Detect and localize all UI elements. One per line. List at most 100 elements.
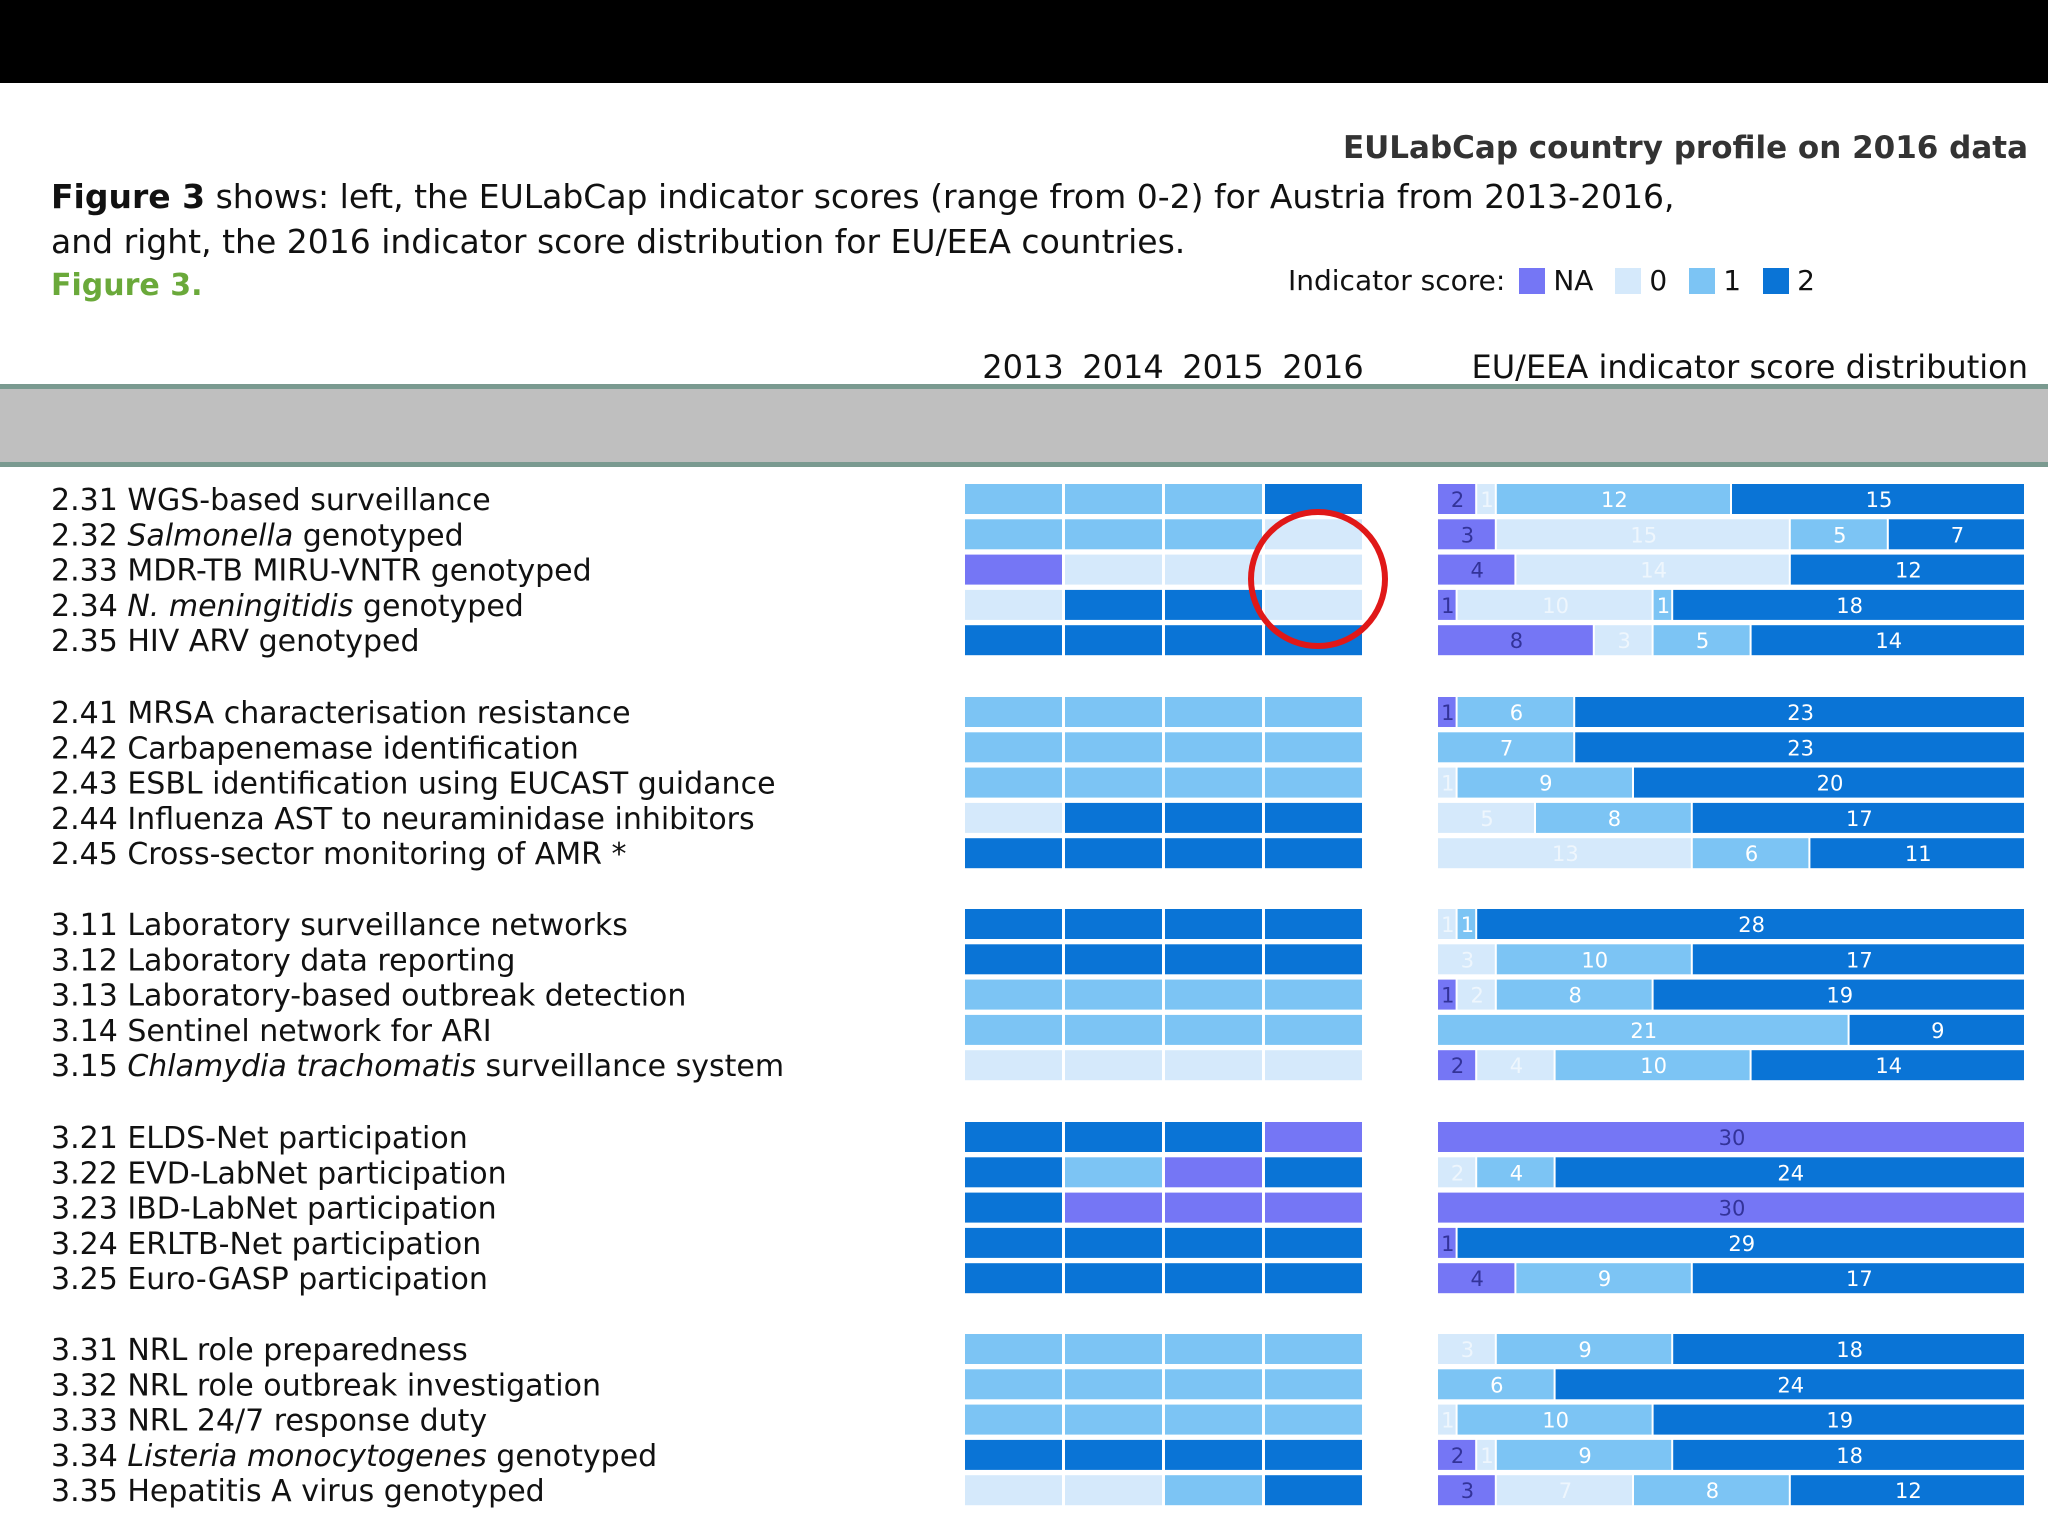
row-label-part: genotyped (487, 1439, 657, 1474)
dist-segment-label: 9 (1598, 1267, 1611, 1291)
dist-segment-label: 1 (1480, 488, 1493, 512)
dist-segment-label: 10 (1640, 1054, 1667, 1078)
dist-segment (1438, 1369, 1554, 1400)
dist-segment (1732, 484, 2024, 514)
score-cell (1065, 909, 1162, 939)
dist-segment-label: 8 (1510, 629, 1523, 653)
score-cell (965, 1404, 1062, 1435)
dist-segment-label: 1 (1657, 594, 1670, 618)
score-cell (1165, 1334, 1262, 1364)
dist-segment (1653, 1404, 2024, 1435)
score-cell (1165, 732, 1262, 763)
score-cell (1165, 1404, 1262, 1435)
score-cell (1165, 1475, 1262, 1506)
score-cell (1165, 1192, 1262, 1223)
score-cell (965, 625, 1062, 656)
dist-segment-label: 29 (1728, 1232, 1755, 1256)
score-cell (1265, 1404, 1362, 1435)
dist-segment-label: 1 (1441, 1409, 1454, 1433)
score-cell (1165, 802, 1262, 833)
score-cell (1165, 909, 1262, 939)
score-cell (1265, 1014, 1362, 1045)
row-label: 3.12 Laboratory data reporting (51, 943, 515, 978)
score-cell (1165, 697, 1262, 727)
dist-segment-label: 13 (1552, 842, 1579, 866)
dist-segment (1555, 1050, 1750, 1081)
dist-segment (1496, 484, 1730, 514)
score-cell (965, 1475, 1062, 1506)
dist-segment (1692, 944, 2024, 975)
dist-segment-label: 6 (1745, 842, 1758, 866)
dist-segment-label: 2 (1451, 1444, 1464, 1468)
dist-segment (1673, 1334, 2024, 1364)
dist-segment (1594, 625, 1652, 656)
dist-segment (1496, 1439, 1672, 1470)
score-cell (1165, 767, 1262, 798)
row-label: 2.33 MDR-TB MIRU-VNTR genotyped (51, 554, 592, 589)
score-cell (1265, 732, 1362, 763)
score-cell (965, 697, 1062, 727)
dist-segment (1496, 1334, 1672, 1364)
score-cell (1165, 1227, 1262, 1258)
dist-segment (1496, 519, 1789, 550)
dist-segment (1790, 1475, 2024, 1506)
row-label-part: 3.15 (51, 1049, 127, 1084)
score-cell (965, 1369, 1062, 1400)
dist-segment (1751, 625, 2024, 656)
dist-segment (1438, 1192, 2024, 1223)
row-label: 3.15 Chlamydia trachomatis surveillance … (51, 1049, 784, 1084)
score-cell (1065, 1050, 1162, 1081)
dist-segment-label: 30 (1719, 1126, 1746, 1150)
score-cell (1165, 1157, 1262, 1188)
dist-segment-label: 10 (1581, 948, 1608, 972)
desc-line1: shows: left, the EULabCap indicator scor… (205, 177, 1675, 216)
score-cell (1265, 1050, 1362, 1081)
desc-line2: and right, the 2016 indicator score dist… (51, 222, 1186, 261)
score-cell (965, 979, 1062, 1010)
dist-segment (1653, 589, 1672, 620)
dist-segment (1438, 979, 1456, 1010)
dist-segment-label: 24 (1777, 1373, 1804, 1397)
dist-segment-label: 1 (1441, 984, 1454, 1008)
score-cell (1265, 1227, 1362, 1258)
dist-segment (1692, 802, 2024, 833)
year-label-2013: 2013 (982, 348, 1064, 386)
score-cell (1065, 1404, 1162, 1435)
score-cell (1265, 1334, 1362, 1364)
dist-segment (1438, 1404, 1456, 1435)
row-label: 3.31 NRL role preparedness (51, 1333, 468, 1368)
score-cell (1265, 979, 1362, 1010)
dist-segment (1496, 979, 1652, 1010)
score-cell (1265, 697, 1362, 727)
figure-label: Figure 3. (51, 268, 203, 303)
score-cell (1165, 484, 1262, 514)
row-label-part: 2.32 (51, 518, 127, 553)
legend-title: Indicator score: (1288, 264, 1506, 297)
score-cell (965, 838, 1062, 869)
dist-segment-label: 20 (1817, 772, 1844, 796)
legend-swatch-2 (1763, 267, 1790, 294)
score-cell (1065, 767, 1162, 798)
dist-segment (1575, 697, 2024, 727)
dist-segment-label: 4 (1510, 1161, 1523, 1185)
score-cell (1265, 802, 1362, 833)
dist-segment-label: 1 (1441, 701, 1454, 725)
dist-segment (1692, 1263, 2024, 1294)
row-label: 3.24 ERLTB-Net participation (51, 1227, 481, 1262)
legend-label-na: NA (1553, 264, 1594, 297)
score-cell (1065, 1475, 1162, 1506)
row-label: 3.35 Hepatitis A virus genotyped (51, 1474, 545, 1509)
row-label-part: N. meningitidis (127, 589, 353, 624)
row-label: 3.25 Euro-GASP participation (51, 1262, 488, 1297)
score-cell (965, 909, 1062, 939)
dist-segment (1438, 1014, 1848, 1045)
row-label: 3.33 NRL 24/7 response duty (51, 1404, 487, 1439)
dist-segment (1457, 1404, 1652, 1435)
dist-segment (1438, 802, 1534, 833)
dist-segment (1477, 1157, 1554, 1188)
dist-segment-label: 8 (1608, 807, 1621, 831)
dist-segment-label: 23 (1787, 736, 1814, 760)
dist-segment-label: 7 (1951, 523, 1964, 547)
dist-segment-label: 8 (1569, 984, 1582, 1008)
dist-segment (1751, 1050, 2024, 1081)
